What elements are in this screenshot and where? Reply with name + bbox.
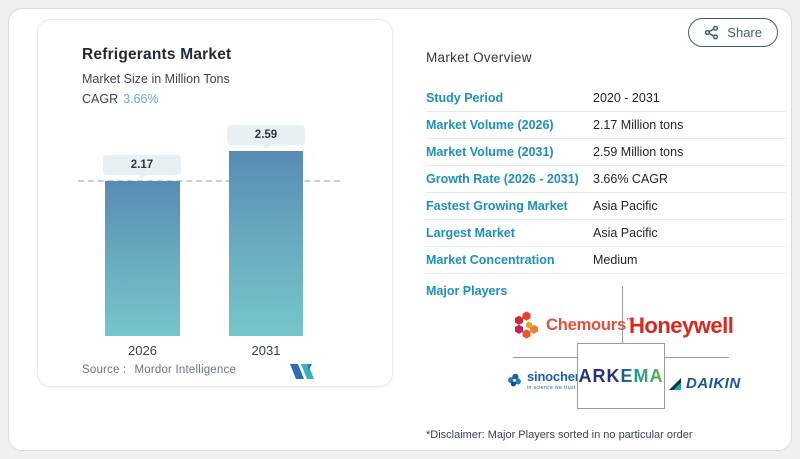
row-label: Growth Rate (2026 - 2031) xyxy=(426,172,579,186)
infographic-frame: Refrigerants Market Market Size in Milli… xyxy=(8,8,792,451)
disclaimer-text: *Disclaimer: Major Players sorted in no … xyxy=(426,429,693,441)
row-value: 3.66% CAGR xyxy=(593,172,669,186)
daikin-wordmark: DAIKIN xyxy=(686,375,741,392)
table-row-market-volume-2026: Market Volume (2026) 2.17 Million tons xyxy=(426,112,786,139)
chart-subtitle: Market Size in Million Tons xyxy=(82,72,230,86)
table-row-market-concentration: Market Concentration Medium xyxy=(426,247,786,274)
overview-table: Study Period 2020 - 2031 Market Volume (… xyxy=(426,85,786,274)
share-button[interactable]: Share xyxy=(688,18,778,47)
chemours-wordmark: Chemours™ xyxy=(546,315,634,334)
row-label: Market Volume (2031) xyxy=(426,145,554,159)
bar-2031 xyxy=(229,151,303,336)
source-label: Source : xyxy=(82,364,127,376)
players-horizontal-divider-right xyxy=(665,357,729,358)
row-value: Medium xyxy=(593,253,638,267)
cagr-label: CAGR xyxy=(82,92,119,106)
sinochem-wordmark: sinochem xyxy=(527,369,587,384)
mordor-intelligence-logo-icon xyxy=(290,364,314,379)
trademark-symbol: ™ xyxy=(626,316,634,325)
row-label: Study Period xyxy=(426,91,504,105)
row-value: 2020 - 2031 xyxy=(593,91,660,105)
row-value: Asia Pacific xyxy=(593,199,658,213)
row-label: Market Concentration xyxy=(426,253,555,267)
table-row-fastest-growing-market: Fastest Growing Market Asia Pacific xyxy=(426,193,786,220)
x-tick-2031: 2031 xyxy=(251,343,281,358)
table-row-market-volume-2031: Market Volume (2031) 2.59 Million tons xyxy=(426,139,786,166)
table-row-largest-market: Largest Market Asia Pacific xyxy=(426,220,786,247)
overview-title: Market Overview xyxy=(426,50,532,65)
arkema-wordmark: ARKEMA xyxy=(578,365,664,386)
row-label: Fastest Growing Market xyxy=(426,199,568,213)
share-button-label: Share xyxy=(727,25,762,40)
bar-chart: 2.17 2.59 2026 2031 xyxy=(38,20,394,388)
value-label-2026: 2.17 xyxy=(103,155,181,179)
table-row-study-period: Study Period 2020 - 2031 xyxy=(426,85,786,112)
bar-2026 xyxy=(105,181,180,336)
source-line: Source : Mordor Intelligence xyxy=(82,364,362,376)
row-label: Largest Market xyxy=(426,226,515,240)
cagr-line: CAGR 3.66% xyxy=(82,92,159,106)
sinochem-logo: sinochem in science we trust xyxy=(506,369,586,391)
row-value: 2.17 Million tons xyxy=(593,118,684,132)
row-value: 2.59 Million tons xyxy=(593,145,684,159)
daikin-triangle-icon xyxy=(669,377,681,390)
row-value: Asia Pacific xyxy=(593,226,658,240)
source-value: Mordor Intelligence xyxy=(134,364,237,376)
major-players-label: Major Players xyxy=(426,284,508,298)
chart-title: Refrigerants Market xyxy=(82,46,232,63)
share-icon xyxy=(705,25,719,40)
cagr-value: 3.66% xyxy=(123,92,159,106)
players-vertical-divider xyxy=(622,286,623,343)
arkema-logo-box: ARKEMA xyxy=(577,343,665,409)
players-horizontal-divider-left xyxy=(513,357,577,358)
table-row-growth-rate: Growth Rate (2026 - 2031) 3.66% CAGR xyxy=(426,166,786,193)
daikin-logo: DAIKIN xyxy=(668,375,741,392)
sinochem-tagline: in science we trust xyxy=(527,385,576,391)
value-label-2031: 2.59 xyxy=(227,125,305,149)
chemours-logo: Chemours™ xyxy=(513,306,634,344)
row-label: Market Volume (2026) xyxy=(426,118,554,132)
sinochem-flower-icon xyxy=(508,373,521,386)
honeywell-logo: Honeywell xyxy=(629,313,734,338)
x-tick-2026: 2026 xyxy=(128,343,157,358)
reference-dashed-line xyxy=(78,180,340,182)
chemours-icon xyxy=(515,310,538,339)
market-chart-card: Refrigerants Market Market Size in Milli… xyxy=(37,19,393,387)
